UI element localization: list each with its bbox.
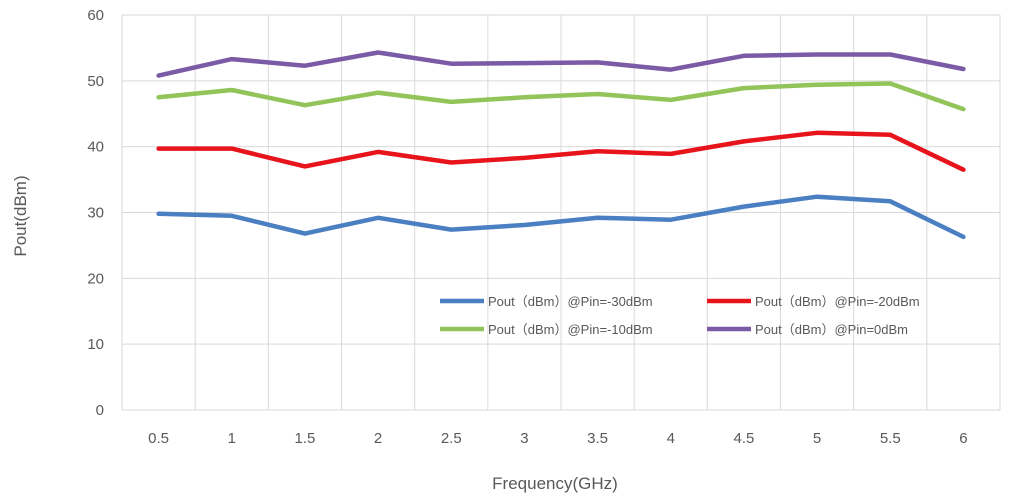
x-tick-label: 4 (667, 430, 675, 447)
series-line-3 (156, 81, 966, 112)
x-tick-label: 6 (959, 430, 967, 447)
gridlines (121, 14, 1001, 411)
x-tick-label: 1.5 (294, 430, 315, 447)
x-tick-label: 0.5 (148, 430, 169, 447)
legend: Pout（dBm）@Pin=-30dBm Pout（dBm）@Pin=-20dBm… (440, 294, 920, 337)
y-axis-ticks: 0 10 20 30 40 50 60 (87, 7, 104, 419)
y-tick-label: 50 (87, 73, 104, 90)
x-tick-label: 2 (374, 430, 382, 447)
x-tick-label: 2.5 (441, 430, 462, 447)
y-axis-title: Pout(dBm) (11, 175, 30, 256)
series-line-2 (156, 130, 966, 172)
x-tick-label: 5 (813, 430, 821, 447)
x-tick-label: 1 (228, 430, 236, 447)
x-tick-label: 3 (520, 430, 528, 447)
legend-label: Pout（dBm）@Pin=-30dBm (488, 294, 653, 309)
legend-label: Pout（dBm）@Pin=0dBm (755, 322, 908, 337)
y-tick-label: 30 (87, 205, 104, 222)
y-tick-label: 20 (87, 270, 104, 287)
y-tick-label: 0 (96, 402, 104, 419)
series-line-4 (156, 50, 966, 78)
x-tick-label: 4.5 (733, 430, 754, 447)
x-axis-title: Frequency(GHz) (492, 474, 618, 493)
series-lines (156, 50, 966, 240)
x-axis-ticks: 0.5 1 1.5 2 2.5 3 3.5 4 4.5 5 5.5 6 (148, 430, 967, 447)
y-tick-label: 60 (87, 7, 104, 24)
x-tick-label: 5.5 (880, 430, 901, 447)
y-tick-label: 40 (87, 139, 104, 156)
series-line-1 (156, 194, 966, 240)
y-tick-label: 10 (87, 336, 104, 353)
legend-label: Pout（dBm）@Pin=-10dBm (488, 322, 653, 337)
legend-label: Pout（dBm）@Pin=-20dBm (755, 294, 920, 309)
x-tick-label: 3.5 (587, 430, 608, 447)
